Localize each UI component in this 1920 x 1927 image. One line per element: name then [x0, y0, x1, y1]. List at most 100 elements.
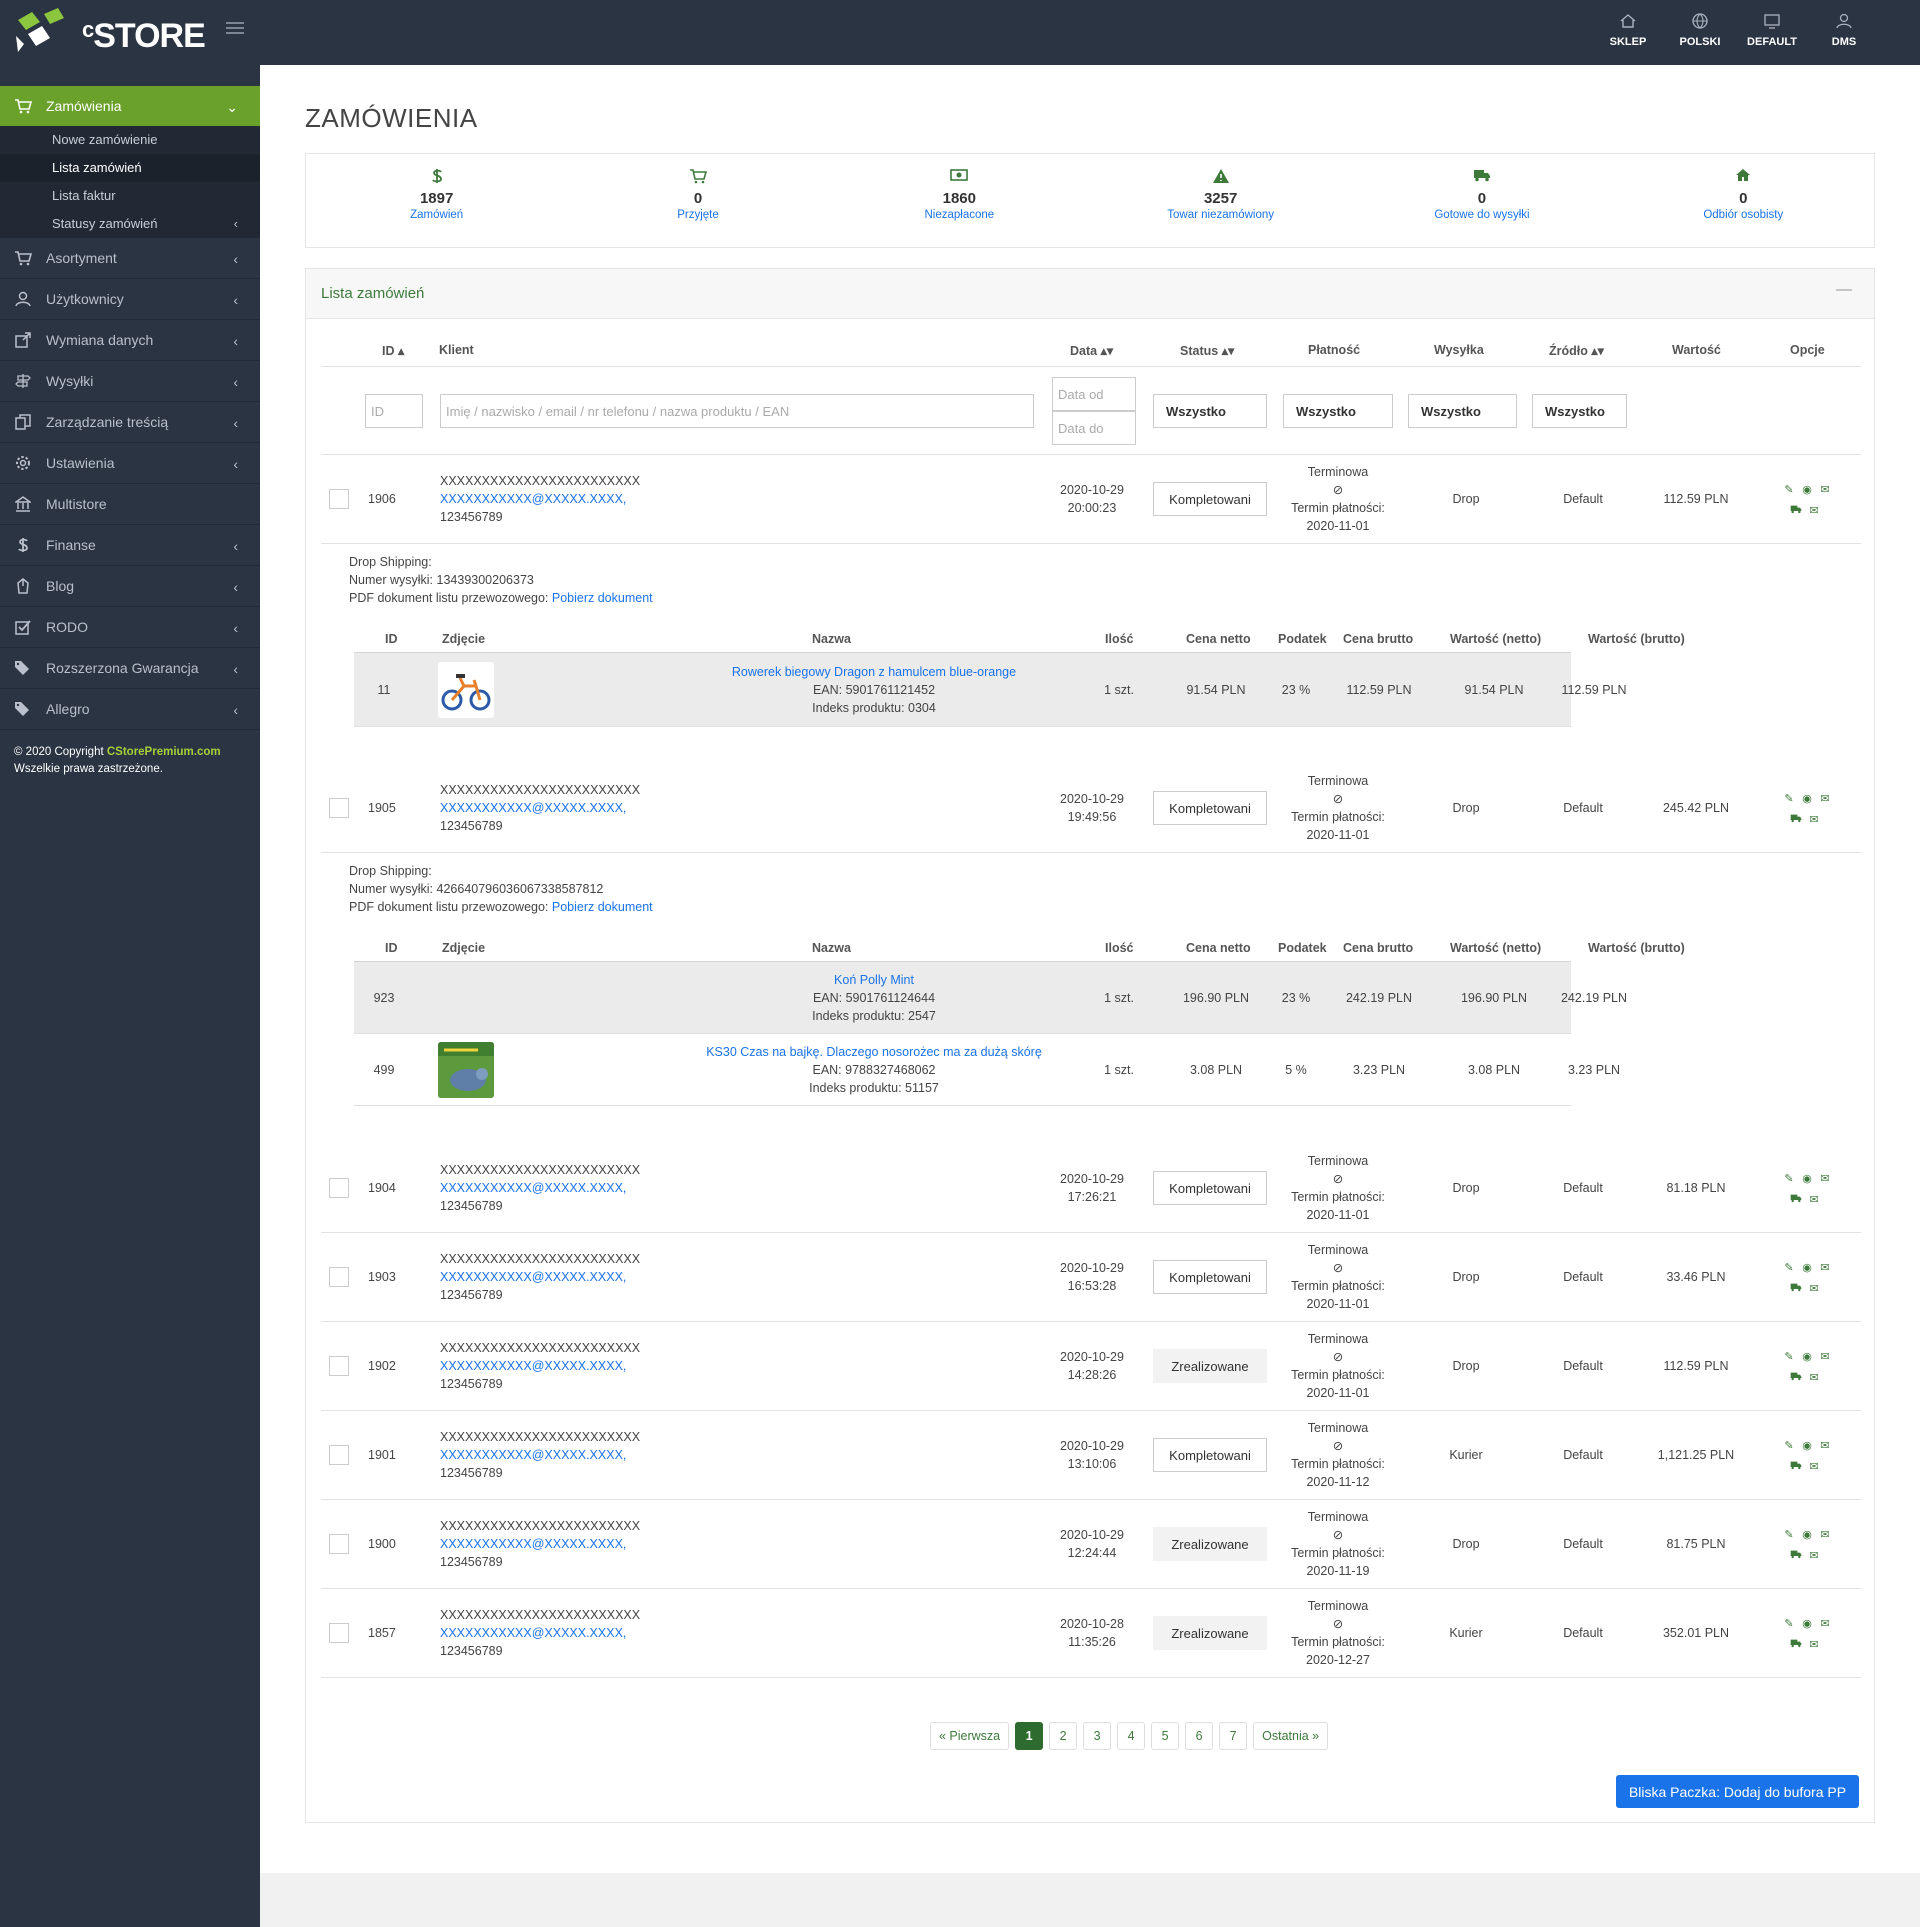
- download-document-link[interactable]: Pobierz dokument: [551, 591, 653, 605]
- edit-icon[interactable]: ✎: [1784, 1262, 1794, 1274]
- client-email-link[interactable]: XXXXXXXXXXX@XXXXX.XXXX,: [440, 801, 627, 815]
- client-email-link[interactable]: XXXXXXXXXXX@XXXXX.XXXX,: [440, 1181, 627, 1195]
- order-id[interactable]: 1857: [368, 1626, 396, 1640]
- eye-icon[interactable]: ◉: [1802, 484, 1812, 496]
- search-input[interactable]: Imię / nazwisko / email / nr telefonu / …: [440, 394, 1034, 428]
- sidebar-item-wysy-ki[interactable]: Wysyłki ‹: [0, 361, 260, 402]
- status-select[interactable]: Kompletowani: [1153, 791, 1267, 825]
- product-thumbnail[interactable]: [438, 662, 494, 718]
- envelope-icon[interactable]: ✉: [1820, 793, 1830, 805]
- sidebar-sub-order-statuses[interactable]: Statusy zamówień ‹: [0, 210, 260, 238]
- comments-icon[interactable]: ✉: [1809, 1639, 1819, 1651]
- topnav-sklep[interactable]: SKLEP: [1592, 10, 1664, 48]
- envelope-icon[interactable]: ✉: [1820, 1618, 1830, 1630]
- source-filter-select[interactable]: Wszystko: [1532, 394, 1627, 428]
- order-id[interactable]: 1901: [368, 1448, 396, 1462]
- sidebar-item-allegro[interactable]: Allegro ‹: [0, 689, 260, 730]
- product-name-link[interactable]: Rowerek biegowy Dragon z hamulcem blue-o…: [731, 665, 1017, 679]
- status-filter-select[interactable]: Wszystko: [1153, 394, 1267, 428]
- col-header-source[interactable]: Źródło ▴▾: [1549, 344, 1604, 358]
- eye-icon[interactable]: ◉: [1802, 793, 1812, 805]
- comments-icon[interactable]: ✉: [1809, 1283, 1819, 1295]
- comments-icon[interactable]: ✉: [1809, 1550, 1819, 1562]
- truck-icon[interactable]: [1790, 1638, 1802, 1650]
- stat-label[interactable]: Odbiór osobisty: [1703, 209, 1784, 221]
- edit-icon[interactable]: ✎: [1784, 484, 1794, 496]
- sidebar-item-wymiana-danych[interactable]: Wymiana danych ‹: [0, 320, 260, 361]
- sidebar-item-ustawienia[interactable]: Ustawienia ‹: [0, 443, 260, 484]
- col-header-status[interactable]: Status ▴▾: [1180, 344, 1235, 358]
- product-name-link[interactable]: KS30 Czas na bajkę. Dlaczego nosorożec m…: [706, 1045, 1042, 1059]
- topnav-user[interactable]: DMS: [1808, 10, 1880, 48]
- edit-icon[interactable]: ✎: [1784, 1618, 1794, 1630]
- stat-card[interactable]: 3257 Towar niezamówiony: [1090, 154, 1351, 247]
- envelope-icon[interactable]: ✉: [1820, 1262, 1830, 1274]
- order-id[interactable]: 1906: [368, 492, 396, 506]
- edit-icon[interactable]: ✎: [1784, 793, 1794, 805]
- page-1[interactable]: 1: [1015, 1722, 1044, 1750]
- sidebar-item-u-ytkownicy[interactable]: Użytkownicy ‹: [0, 279, 260, 320]
- edit-icon[interactable]: ✎: [1784, 1529, 1794, 1541]
- envelope-icon[interactable]: ✉: [1820, 1173, 1830, 1185]
- comments-icon[interactable]: ✉: [1809, 505, 1819, 517]
- comments-icon[interactable]: ✉: [1809, 1461, 1819, 1473]
- sidebar-item-zamowienia[interactable]: Zamówienia ⌄: [0, 86, 260, 126]
- logo[interactable]: cSTORE: [14, 8, 206, 55]
- page-first[interactable]: « Pierwsza: [930, 1722, 1010, 1750]
- page-4[interactable]: 4: [1117, 1722, 1146, 1750]
- status-select[interactable]: Kompletowani: [1153, 482, 1267, 516]
- status-select[interactable]: Zrealizowane: [1153, 1527, 1267, 1561]
- stat-card[interactable]: 1897 Zamówień: [306, 154, 567, 247]
- sidebar-item-rozszerzona-gwarancja[interactable]: Rozszerzona Gwarancja ‹: [0, 648, 260, 689]
- client-email-link[interactable]: XXXXXXXXXXX@XXXXX.XXXX,: [440, 1537, 627, 1551]
- page-2[interactable]: 2: [1049, 1722, 1078, 1750]
- shipping-filter-select[interactable]: Wszystko: [1408, 394, 1517, 428]
- order-id[interactable]: 1902: [368, 1359, 396, 1373]
- client-email-link[interactable]: XXXXXXXXXXX@XXXXX.XXXX,: [440, 1359, 627, 1373]
- status-select[interactable]: Zrealizowane: [1153, 1616, 1267, 1650]
- page-3[interactable]: 3: [1083, 1722, 1112, 1750]
- topnav-language[interactable]: POLSKI: [1664, 10, 1736, 48]
- envelope-icon[interactable]: ✉: [1820, 484, 1830, 496]
- row-checkbox[interactable]: [329, 1445, 349, 1465]
- stat-card[interactable]: 0 Gotowe do wysyłki: [1351, 154, 1612, 247]
- client-email-link[interactable]: XXXXXXXXXXX@XXXXX.XXXX,: [440, 1270, 627, 1284]
- page-7[interactable]: 7: [1219, 1722, 1248, 1750]
- download-document-link[interactable]: Pobierz dokument: [551, 900, 653, 914]
- row-checkbox[interactable]: [329, 1356, 349, 1376]
- eye-icon[interactable]: ◉: [1802, 1440, 1812, 1452]
- page-5[interactable]: 5: [1151, 1722, 1180, 1750]
- sidebar-item-zarz-dzanie-tre-ci-[interactable]: Zarządzanie treścią ‹: [0, 402, 260, 443]
- edit-icon[interactable]: ✎: [1784, 1173, 1794, 1185]
- date-from-input[interactable]: Data od: [1052, 377, 1136, 411]
- sidebar-item-asortyment[interactable]: Asortyment ‹: [0, 238, 260, 279]
- truck-icon[interactable]: [1790, 1193, 1802, 1205]
- col-header-date[interactable]: Data ▴▾: [1070, 344, 1114, 358]
- client-email-link[interactable]: XXXXXXXXXXX@XXXXX.XXXX,: [440, 1448, 627, 1462]
- comments-icon[interactable]: ✉: [1809, 1372, 1819, 1384]
- envelope-icon[interactable]: ✉: [1820, 1440, 1830, 1452]
- minimize-icon[interactable]: —: [1836, 281, 1852, 298]
- eye-icon[interactable]: ◉: [1802, 1173, 1812, 1185]
- payment-filter-select[interactable]: Wszystko: [1283, 394, 1393, 428]
- truck-icon[interactable]: [1790, 504, 1802, 516]
- menu-toggle-icon[interactable]: [226, 22, 244, 36]
- truck-icon[interactable]: [1790, 1549, 1802, 1561]
- stat-card[interactable]: 0 Przyjęte: [567, 154, 828, 247]
- edit-icon[interactable]: ✎: [1784, 1440, 1794, 1452]
- page-last[interactable]: Ostatnia »: [1253, 1722, 1329, 1750]
- stat-label[interactable]: Towar niezamówiony: [1167, 209, 1275, 221]
- product-thumbnail[interactable]: [438, 1042, 494, 1098]
- envelope-icon[interactable]: ✉: [1820, 1351, 1830, 1363]
- row-checkbox[interactable]: [329, 798, 349, 818]
- col-header-id[interactable]: ID ▴: [382, 344, 405, 358]
- row-checkbox[interactable]: [329, 1534, 349, 1554]
- page-6[interactable]: 6: [1185, 1722, 1214, 1750]
- copyright-brand-link[interactable]: CStorePremium.com: [106, 746, 221, 758]
- sidebar-sub-invoice-list[interactable]: Lista faktur: [52, 188, 116, 203]
- client-email-link[interactable]: XXXXXXXXXXX@XXXXX.XXXX,: [440, 1626, 627, 1640]
- row-checkbox[interactable]: [329, 1623, 349, 1643]
- comments-icon[interactable]: ✉: [1809, 1194, 1819, 1206]
- truck-icon[interactable]: [1790, 813, 1802, 825]
- order-id[interactable]: 1905: [368, 801, 396, 815]
